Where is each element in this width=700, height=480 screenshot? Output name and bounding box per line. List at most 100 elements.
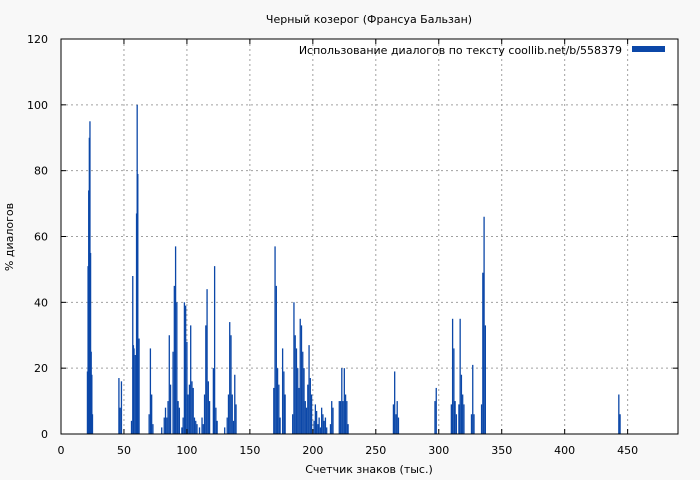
bar xyxy=(302,351,304,434)
bar xyxy=(137,173,139,434)
bar xyxy=(186,341,188,434)
bar xyxy=(138,338,140,434)
bar xyxy=(119,407,121,434)
legend: Использование диалогов по тексту coollib… xyxy=(299,44,665,57)
bar xyxy=(198,427,201,434)
bar xyxy=(275,285,277,435)
bar xyxy=(394,371,396,434)
y-tick-label: 120 xyxy=(27,33,48,46)
bar xyxy=(229,322,231,434)
bar xyxy=(276,368,279,434)
bar xyxy=(178,407,181,434)
y-tick-label: 20 xyxy=(34,362,48,375)
bar xyxy=(299,318,301,434)
bar xyxy=(164,407,167,434)
bar xyxy=(458,404,460,435)
bar xyxy=(193,417,196,434)
bar xyxy=(392,404,395,435)
bar xyxy=(317,424,319,435)
bar xyxy=(91,374,93,434)
bar xyxy=(619,414,621,434)
bar xyxy=(163,417,165,434)
bar xyxy=(310,394,313,434)
x-axis-label: Счетчик знаков (тыс.) xyxy=(305,463,433,476)
bar xyxy=(482,272,484,434)
bar xyxy=(307,384,309,435)
bar xyxy=(343,368,345,434)
bar xyxy=(192,387,194,434)
bar xyxy=(176,302,178,434)
bar xyxy=(395,414,397,434)
bar xyxy=(346,401,348,434)
bar xyxy=(149,348,152,434)
bar xyxy=(215,407,217,434)
bar xyxy=(148,414,150,434)
bar xyxy=(118,378,120,434)
bar xyxy=(455,414,458,434)
bar xyxy=(191,381,193,434)
bar xyxy=(618,394,620,434)
x-tick-label: 450 xyxy=(617,444,638,457)
bar xyxy=(205,325,207,435)
bar xyxy=(283,371,285,434)
bar xyxy=(470,414,473,434)
bar xyxy=(347,424,349,435)
bar xyxy=(473,414,475,434)
bar xyxy=(484,325,486,435)
bar xyxy=(396,401,398,434)
bar xyxy=(226,417,228,434)
bar xyxy=(331,401,333,434)
bar xyxy=(216,420,218,434)
bar xyxy=(174,246,177,435)
bar xyxy=(130,420,133,434)
bar xyxy=(187,394,189,434)
bar xyxy=(133,348,135,434)
bar xyxy=(213,266,216,435)
bar xyxy=(207,381,209,434)
bar xyxy=(195,420,197,434)
bar xyxy=(201,417,203,434)
bar xyxy=(300,325,303,435)
y-tick-label: 60 xyxy=(34,231,48,244)
bar xyxy=(235,404,237,435)
bar xyxy=(166,417,168,434)
bar xyxy=(435,387,437,434)
x-tick-label: 0 xyxy=(58,444,65,457)
bar xyxy=(274,246,276,435)
x-tick-label: 300 xyxy=(428,444,449,457)
y-tick-label: 40 xyxy=(34,296,48,309)
bar xyxy=(177,401,179,434)
bar xyxy=(292,414,294,434)
bar xyxy=(134,355,136,434)
bar xyxy=(309,378,311,434)
bar xyxy=(234,374,236,434)
x-tick-label: 100 xyxy=(176,444,197,457)
gridlines xyxy=(61,39,678,434)
bar xyxy=(167,401,169,434)
bar xyxy=(453,348,455,434)
bar xyxy=(169,384,172,435)
bar xyxy=(183,302,186,434)
bar xyxy=(472,364,474,435)
bar xyxy=(89,252,92,434)
bar xyxy=(231,394,233,434)
bar xyxy=(321,407,323,434)
bar xyxy=(202,424,204,435)
bar xyxy=(344,394,347,434)
bar xyxy=(284,394,286,434)
bar xyxy=(196,424,198,435)
bar xyxy=(203,394,206,434)
bar xyxy=(341,368,343,434)
bar xyxy=(313,420,315,434)
bar xyxy=(278,384,280,435)
bar xyxy=(161,427,163,434)
bar xyxy=(168,335,170,434)
data-bars xyxy=(86,104,621,435)
bar xyxy=(185,305,187,435)
bar xyxy=(293,302,295,434)
x-tick-label: 50 xyxy=(117,444,131,457)
bar xyxy=(227,394,230,434)
y-tick-label: 0 xyxy=(41,428,48,441)
x-tick-label: 150 xyxy=(239,444,260,457)
bar xyxy=(338,401,340,434)
